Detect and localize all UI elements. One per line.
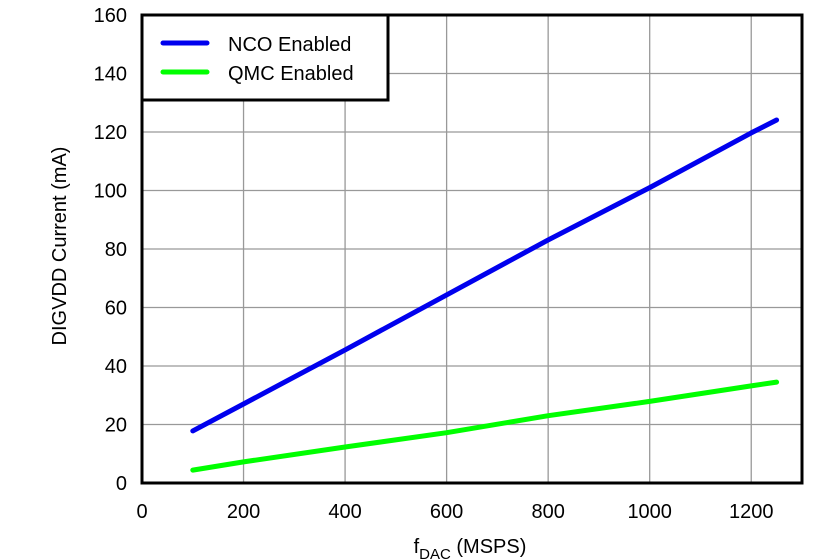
x-tick-label: 1000 <box>627 501 672 523</box>
x-axis-title-units: (MSPS) <box>451 536 527 558</box>
y-tick-label: 160 <box>94 5 127 27</box>
legend-box <box>140 13 390 102</box>
x-tick-label: 200 <box>227 501 260 523</box>
x-tick-label: 0 <box>136 501 147 523</box>
x-axis-title-subscript: DAC <box>419 546 451 559</box>
y-axis-title: DIGVDD Current (mA) <box>49 147 71 346</box>
legend: NCO Enabled QMC Enabled <box>140 13 390 102</box>
series-line-0 <box>190 117 780 434</box>
plot-frame <box>140 13 804 485</box>
y-tick-label: 20 <box>105 415 127 437</box>
data-series <box>190 117 780 473</box>
legend-label-nco: NCO Enabled <box>228 34 351 56</box>
y-tick-label: 140 <box>94 64 127 86</box>
x-axis-title: fDAC (MSPS) <box>414 536 527 559</box>
y-tick-label: 40 <box>105 356 127 378</box>
x-tick-label: 600 <box>430 501 463 523</box>
y-tick-label: 120 <box>94 122 127 144</box>
x-tick-label: 800 <box>531 501 564 523</box>
grid-lines <box>142 15 802 483</box>
y-tick-label: 100 <box>94 181 127 203</box>
x-axis-title-main: f <box>414 536 420 558</box>
y-tick-label: 0 <box>116 473 127 495</box>
x-tick-label: 400 <box>328 501 361 523</box>
legend-label-qmc: QMC Enabled <box>228 63 354 85</box>
y-tick-label: 80 <box>105 239 127 261</box>
x-axis-ticks: 0 200 400 600 800 1000 1200 <box>136 501 773 523</box>
y-tick-label: 60 <box>105 298 127 320</box>
series-line-1 <box>190 379 780 473</box>
x-tick-label: 1200 <box>729 501 774 523</box>
y-axis-ticks: 0 20 40 60 80 100 120 140 160 <box>94 5 127 495</box>
